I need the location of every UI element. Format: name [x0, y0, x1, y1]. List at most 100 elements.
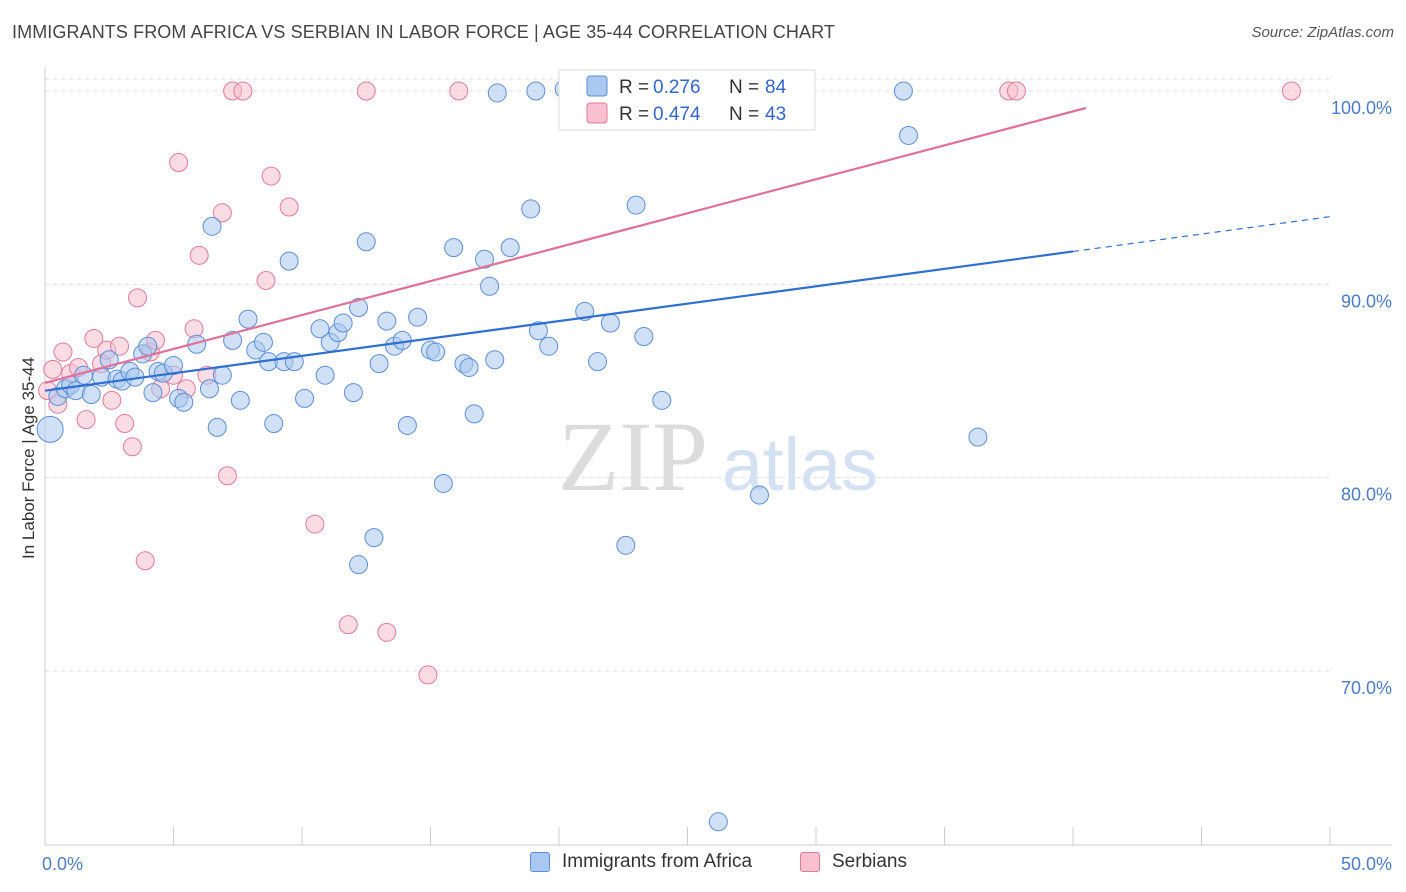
africa-point-43 — [356, 232, 376, 252]
africa-point-64 — [526, 81, 546, 101]
africa-point-58 — [474, 249, 494, 269]
serbian-point-3 — [53, 342, 73, 362]
africa-point-62 — [500, 238, 520, 258]
africa-point-25 — [223, 330, 243, 350]
serbian-point-24 — [189, 245, 209, 265]
africa-point-70 — [600, 313, 620, 333]
legend-r-value-africa: 0.276 — [653, 77, 701, 98]
serbian-point-1 — [43, 359, 63, 379]
serbian-point-31 — [279, 197, 299, 217]
legend-swatch-serbian — [586, 102, 608, 124]
serbian-point-15 — [135, 551, 155, 571]
serbian-point-7 — [84, 328, 104, 348]
africa-point-45 — [369, 354, 389, 374]
africa-point-22 — [199, 379, 219, 399]
axes — [44, 67, 1392, 846]
bottom-legend-label-serbian: Serbians — [832, 851, 907, 872]
serbian-point-41 — [1006, 81, 1026, 101]
serbian-point-26 — [217, 466, 237, 486]
y-tick-label-1: 90.0% — [1341, 291, 1392, 311]
africa-point-63 — [521, 199, 541, 219]
serbian-point-25 — [212, 203, 232, 223]
bottom-legend: Immigrants from Africa Serbians — [0, 851, 1406, 879]
serbian-point-22 — [184, 319, 204, 339]
africa-point-31 — [264, 414, 284, 434]
africa-point-14 — [138, 336, 158, 356]
trend-line-africa — [44, 250, 1074, 392]
legend-r-label-africa: R = — [619, 77, 649, 98]
serbian-point-42 — [1281, 81, 1301, 101]
x-tick-label-1: 50.0% — [1341, 854, 1392, 874]
bottom-legend-item-africa: Immigrants from Africa — [530, 851, 752, 873]
legend-n-label-serbian: N = — [729, 104, 759, 125]
africa-point-56 — [459, 357, 479, 377]
bottom-legend-swatch-serbian — [800, 852, 820, 872]
legend-n-value-africa: 84 — [765, 77, 787, 98]
legend-n-value-serbian: 43 — [765, 104, 786, 125]
legend-swatch-africa — [586, 75, 608, 97]
trend-line-africa-extension — [1072, 216, 1331, 253]
africa-point-53 — [433, 473, 453, 493]
serbian-point-36 — [418, 665, 438, 685]
legend-r-label-serbian: R = — [619, 104, 649, 125]
africa-point-0 — [36, 415, 64, 443]
africa-point-80 — [968, 427, 988, 447]
serbian-point-13 — [122, 437, 142, 457]
africa-point-37 — [315, 365, 335, 385]
y-tick-labels: 100.0% 90.0% 80.0% 70.0% — [1331, 98, 1392, 698]
africa-point-20 — [174, 392, 194, 412]
africa-point-40 — [333, 313, 353, 333]
africa-point-76 — [749, 485, 769, 505]
serbian-point-35 — [377, 622, 397, 642]
trend-lines — [44, 106, 1331, 392]
africa-point-71 — [616, 535, 636, 555]
serbian-point-34 — [356, 81, 376, 101]
bottom-legend-label-africa: Immigrants from Africa — [562, 851, 753, 872]
africa-point-59 — [480, 276, 500, 296]
trend-line-serbian — [44, 106, 1087, 384]
legend: R = 0.276 N = 84 R = 0.474 N = 43 — [558, 69, 816, 131]
africa-point-36 — [310, 319, 330, 339]
africa-point-33 — [279, 251, 299, 271]
serbian-point-14 — [128, 288, 148, 308]
africa-point-60 — [485, 350, 505, 370]
y-tick-label-0: 100.0% — [1331, 98, 1392, 118]
africa-point-83 — [202, 216, 222, 236]
africa-point-54 — [444, 238, 464, 258]
africa-point-6 — [81, 385, 101, 405]
legend-n-label-africa: N = — [729, 77, 759, 98]
africa-point-26 — [230, 390, 250, 410]
africa-point-81 — [708, 812, 728, 832]
africa-point-23 — [207, 417, 227, 437]
watermark: ZIP atlas — [558, 401, 878, 512]
africa-point-49 — [397, 415, 417, 435]
serbian-point-33 — [338, 615, 358, 635]
africa-point-69 — [588, 352, 608, 372]
africa-point-65 — [528, 321, 548, 341]
africa-point-52 — [426, 342, 446, 362]
grid-lines — [45, 78, 1330, 672]
africa-point-61 — [487, 83, 507, 103]
africa-point-18 — [164, 356, 183, 376]
legend-r-value-serbian: 0.474 — [653, 104, 701, 125]
africa-point-41 — [343, 383, 363, 403]
africa-point-44 — [364, 528, 384, 548]
africa-point-24 — [212, 365, 232, 385]
serbian-point-28 — [233, 81, 253, 101]
africa-point-27 — [238, 309, 258, 329]
serbian-point-32 — [305, 514, 325, 534]
africa-point-35 — [295, 388, 315, 408]
africa-point-57 — [464, 404, 484, 424]
africa-point-72 — [626, 195, 646, 215]
africa-point-50 — [408, 307, 428, 327]
africa-point-46 — [377, 311, 397, 331]
watermark-zip: ZIP — [558, 401, 708, 512]
africa-point-78 — [893, 81, 913, 101]
serbian-point-10 — [102, 390, 122, 410]
serbian-point-6 — [76, 410, 96, 430]
bottom-legend-swatch-africa — [530, 852, 550, 872]
serbian-point-11 — [110, 336, 130, 356]
serbian-point-30 — [261, 166, 281, 186]
y-tick-label-3: 70.0% — [1341, 678, 1392, 698]
